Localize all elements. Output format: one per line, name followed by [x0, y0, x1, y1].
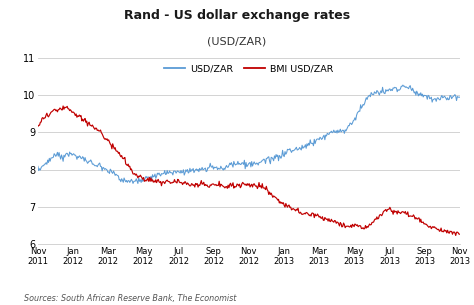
Text: (USD/ZAR): (USD/ZAR)	[207, 37, 266, 47]
Text: Rand - US dollar exchange rates: Rand - US dollar exchange rates	[124, 9, 350, 22]
Legend: USD/ZAR, BMI USD/ZAR: USD/ZAR, BMI USD/ZAR	[161, 61, 337, 77]
Text: Sources: South African Reserve Bank, The Economist: Sources: South African Reserve Bank, The…	[24, 294, 236, 303]
